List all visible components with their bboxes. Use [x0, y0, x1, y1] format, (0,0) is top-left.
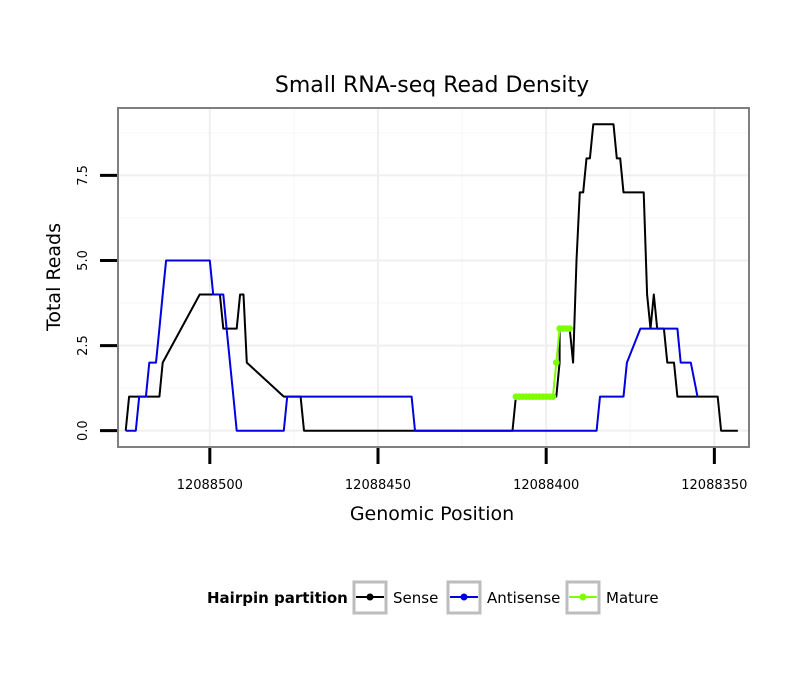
- series-layer: [124, 123, 738, 432]
- series-line-sense: [124, 123, 738, 432]
- y-tick-label: 5.0: [76, 250, 91, 271]
- legend-label-antisense: Antisense: [487, 589, 560, 607]
- legend-key-point-antisense: [460, 593, 468, 601]
- data-point-mature: [549, 393, 557, 400]
- legend-key-point-sense: [366, 593, 374, 601]
- y-tick-label: 2.5: [76, 335, 91, 356]
- y-tick-label: 0.0: [76, 420, 91, 441]
- data-point-mature: [566, 325, 574, 332]
- y-axis-title: Total Reads: [43, 223, 65, 332]
- legend: Hairpin partition Sense Antisense Mature: [207, 580, 659, 615]
- x-tick-label: 12088450: [345, 478, 411, 493]
- plot-border: [117, 107, 750, 448]
- x-tick-label: 12088400: [513, 478, 579, 493]
- legend-key-point-mature: [579, 593, 587, 601]
- legend-label-mature: Mature: [606, 589, 659, 607]
- series-line-antisense: [125, 259, 699, 432]
- legend-label-sense: Sense: [393, 589, 438, 607]
- x-tick-label: 12088500: [177, 478, 243, 493]
- y-axis: 0.0 2.5 5.0 7.5: [76, 165, 117, 441]
- legend-item-sense: Sense: [352, 580, 438, 615]
- data-point-mature: [552, 359, 560, 366]
- plot-panel: [117, 107, 750, 448]
- legend-title: Hairpin partition: [207, 589, 348, 607]
- x-axis-title: Genomic Position: [350, 503, 514, 525]
- chart-title: Small RNA-seq Read Density: [275, 73, 589, 98]
- legend-item-antisense: Antisense: [446, 580, 560, 615]
- y-tick-label: 7.5: [76, 165, 91, 186]
- x-tick-label: 12088350: [681, 478, 747, 493]
- grid: [119, 109, 748, 446]
- legend-item-mature: Mature: [565, 580, 659, 615]
- x-axis: 12088500 12088450 12088400 12088350: [177, 448, 747, 493]
